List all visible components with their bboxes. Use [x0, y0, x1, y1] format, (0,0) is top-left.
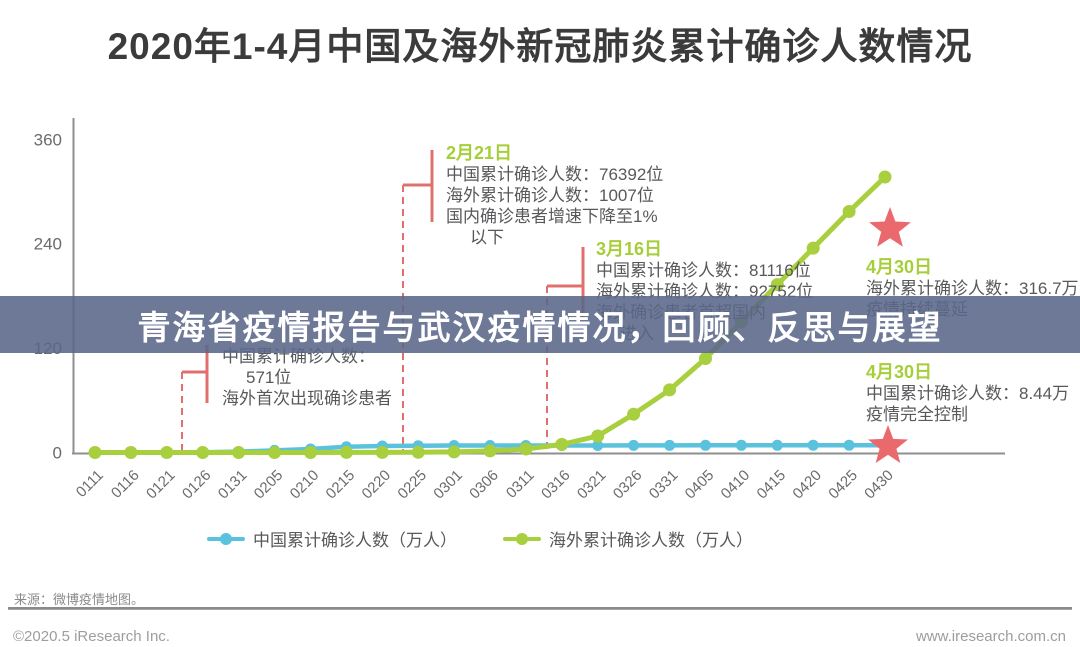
source-note: 来源：微博疫情地图。 — [14, 592, 145, 607]
china-data-point — [843, 439, 855, 451]
x-axis-tick-label: 0430 — [861, 467, 897, 503]
x-axis-tick-label: 0116 — [108, 467, 143, 502]
annotation-date: 2月21日 — [446, 143, 513, 163]
annotation-text: 疫情完全控制 — [866, 405, 968, 424]
annotation-apr30-china: 4月30日 中国累计确诊人数：8.44万 疫情完全控制 — [866, 362, 1069, 425]
x-axis-tick-label: 0126 — [179, 467, 215, 503]
china-data-point — [807, 439, 819, 451]
y-axis-tick-label: 360 — [34, 130, 62, 149]
legend-item-overseas: 海外累计确诊人数（万人） — [503, 526, 753, 551]
website-url: www.iresearch.com.cn — [915, 628, 1066, 645]
overseas-data-point — [699, 352, 712, 365]
x-axis-tick-label: 0210 — [287, 467, 323, 503]
x-axis-tick-label: 0316 — [538, 467, 574, 503]
china-dot-icon — [220, 532, 232, 545]
overseas-data-point — [268, 446, 281, 459]
x-axis-tick-label: 0111 — [73, 467, 107, 501]
china-data-point — [771, 439, 783, 451]
overseas-data-point — [160, 446, 174, 459]
china-data-point — [628, 439, 640, 451]
chart-legend: 中国累计确诊人数（万人） 海外累计确诊人数（万人） — [70, 526, 890, 551]
overseas-data-point — [591, 429, 605, 443]
overseas-data-point — [806, 241, 820, 255]
x-axis-tick-label: 0220 — [359, 467, 395, 503]
china-data-point — [664, 439, 676, 451]
x-axis-tick-label: 0321 — [574, 467, 610, 503]
overseas-data-point — [88, 446, 102, 459]
overseas-data-point — [519, 442, 533, 456]
footer-divider — [8, 607, 1072, 610]
annotation-text: 海外累计确诊人数：1007位 — [446, 186, 654, 205]
overseas-data-point — [196, 446, 210, 459]
annotation-date: 4月30日 — [866, 362, 933, 382]
x-axis-tick-label: 0225 — [394, 467, 430, 503]
overseas-data-point — [339, 445, 353, 459]
x-axis-tick-label: 0301 — [430, 467, 466, 503]
overlay-banner: 青海省疫情报告与武汉疫情情况，回顾、反思与展望 — [0, 296, 1080, 353]
overseas-data-point — [483, 444, 497, 458]
overseas-data-point — [627, 407, 641, 421]
annotation-text: 以下 — [470, 228, 504, 247]
overlay-banner-text: 青海省疫情报告与武汉疫情情况，回顾、反思与展望 — [137, 308, 943, 346]
x-axis-tick-label: 0131 — [215, 467, 251, 503]
x-axis-tick-label: 0331 — [646, 467, 682, 503]
annotation-jan-571: 中国累计确诊人数： 571位 海外首次出现确诊患者 — [222, 346, 392, 409]
china-line-marker-icon — [207, 532, 245, 545]
annotation-text: 海外首次出现确诊患者 — [222, 389, 392, 408]
overseas-data-point — [878, 170, 892, 184]
annotation-text: 中国累计确诊人数：76392位 — [446, 165, 664, 184]
overseas-data-point — [124, 446, 138, 459]
annotation-date: 3月16日 — [596, 239, 663, 259]
annotation-text: 国内确诊患者增速下降至1% — [446, 207, 658, 226]
overseas-data-point — [304, 446, 317, 459]
annotation-feb21: 2月21日 中国累计确诊人数：76392位 海外累计确诊人数：1007位 国内确… — [446, 143, 663, 248]
legend-item-china: 中国累计确诊人数（万人） — [207, 526, 457, 551]
overseas-data-point — [770, 278, 784, 292]
x-axis-tick-label: 0121 — [143, 467, 179, 503]
x-axis-tick-label: 0306 — [466, 467, 502, 503]
x-axis-tick-label: 0205 — [251, 467, 287, 503]
x-axis-tick-label: 0415 — [754, 467, 790, 503]
china-data-point — [592, 440, 604, 451]
overseas-data-point — [411, 445, 425, 459]
annotation-text: 中国累计确诊人数：8.44万 — [866, 384, 1070, 403]
china-data-point — [700, 439, 711, 451]
y-axis-tick-label: 240 — [34, 235, 62, 254]
star-marker-china — [868, 425, 908, 463]
annotation-text: 海外累计确诊人数：316.7万 — [866, 279, 1079, 298]
overseas-data-point — [232, 446, 246, 459]
annotation-date: 4月30日 — [866, 257, 933, 277]
annotation-text: 571位 — [246, 368, 292, 387]
annotation-text: 中国累计确诊人数：81116位 — [596, 261, 811, 280]
x-axis-tick-label: 0420 — [789, 467, 825, 503]
x-axis-tick-label: 0405 — [682, 467, 718, 503]
y-axis-tick-label: 0 — [53, 444, 62, 463]
x-axis-tick-label: 0425 — [825, 467, 861, 503]
x-axis-tick-label: 0215 — [323, 467, 359, 503]
overseas-dot-icon — [516, 532, 528, 545]
overseas-data-point — [663, 383, 677, 397]
x-axis-tick-label: 0311 — [503, 467, 538, 502]
page-title: 2020年1-4月中国及海外新冠肺炎累计确诊人数情况 — [107, 26, 973, 67]
legend-label-overseas: 海外累计确诊人数（万人） — [549, 531, 753, 550]
star-marker-overseas — [869, 207, 911, 247]
overseas-line-marker-icon — [503, 532, 541, 545]
overseas-data-point — [555, 437, 569, 451]
overseas-data-point — [375, 445, 389, 459]
x-axis-tick-label: 0410 — [718, 467, 754, 503]
legend-label-china: 中国累计确诊人数（万人） — [253, 531, 457, 550]
overseas-data-point — [842, 205, 856, 218]
china-data-point — [735, 439, 747, 451]
copyright-text: ©2020.5 iResearch Inc. — [13, 628, 170, 645]
overseas-data-point — [447, 445, 461, 459]
x-axis-tick-label: 0326 — [610, 467, 646, 503]
